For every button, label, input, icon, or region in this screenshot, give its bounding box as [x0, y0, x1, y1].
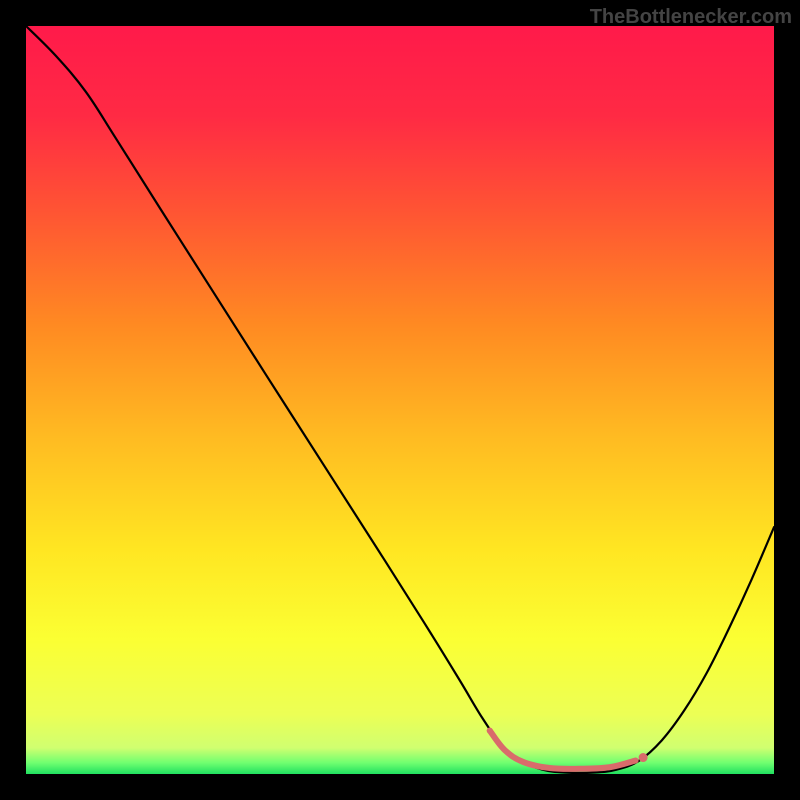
- optimal-start-dot: [487, 728, 493, 734]
- plot-area: [26, 26, 774, 774]
- chart-container: TheBottlenecker.com: [0, 0, 800, 800]
- watermark-text: TheBottlenecker.com: [590, 6, 792, 29]
- bottleneck-chart: [0, 0, 800, 800]
- optimal-end-dot: [639, 753, 648, 762]
